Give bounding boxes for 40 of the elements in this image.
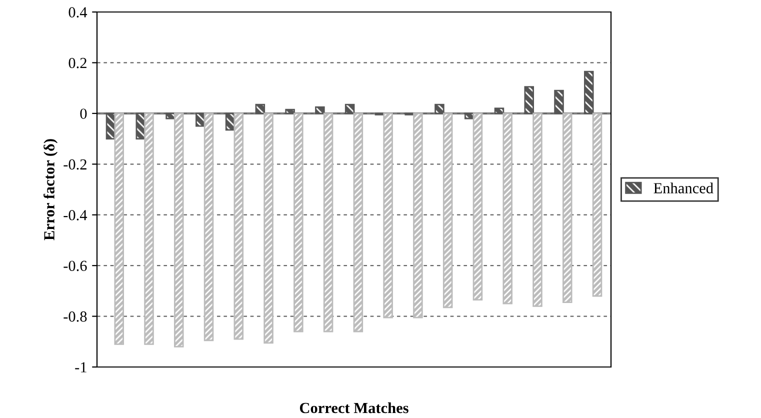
bar: [562, 112, 572, 304]
bar: [353, 112, 364, 332]
bar: [234, 112, 244, 340]
bar: [434, 104, 444, 114]
bar: [413, 112, 423, 318]
y-axis-title: Error factor (δ): [44, 139, 58, 240]
bar: [264, 112, 274, 344]
bar: [502, 112, 512, 304]
bar: [464, 112, 474, 120]
bar: [323, 112, 334, 332]
bar: [144, 112, 154, 345]
bar: [196, 112, 206, 127]
bar: [472, 112, 483, 300]
bar: [204, 112, 214, 342]
y-tick-label: -1: [75, 362, 86, 372]
y-tick-label: 0.2: [68, 58, 86, 68]
bar: [524, 86, 534, 114]
bar: [344, 104, 355, 114]
y-tick-label: 0: [80, 108, 87, 119]
bar: [166, 112, 176, 120]
bar: [174, 112, 184, 348]
y-tick-label: -0.4: [64, 210, 88, 220]
bar: [383, 112, 393, 318]
bar: [494, 108, 504, 114]
bar: [554, 90, 564, 114]
bar: [584, 70, 594, 114]
bar: [442, 112, 453, 308]
bar: [285, 108, 295, 114]
y-tick-label: 0.4: [68, 7, 88, 18]
bar: [294, 112, 304, 332]
y-tick-label: -0.8: [64, 311, 87, 322]
y-tick-label: -0.6: [64, 260, 87, 272]
bar: [315, 106, 325, 114]
bar: [114, 112, 124, 345]
y-tick-label: -0.2: [64, 159, 86, 170]
bar: [532, 112, 542, 307]
bar: [255, 104, 266, 114]
x-axis-title: Correct Matches: [300, 402, 408, 414]
bar: [592, 112, 602, 297]
legend-label: Enhanced: [654, 182, 714, 194]
